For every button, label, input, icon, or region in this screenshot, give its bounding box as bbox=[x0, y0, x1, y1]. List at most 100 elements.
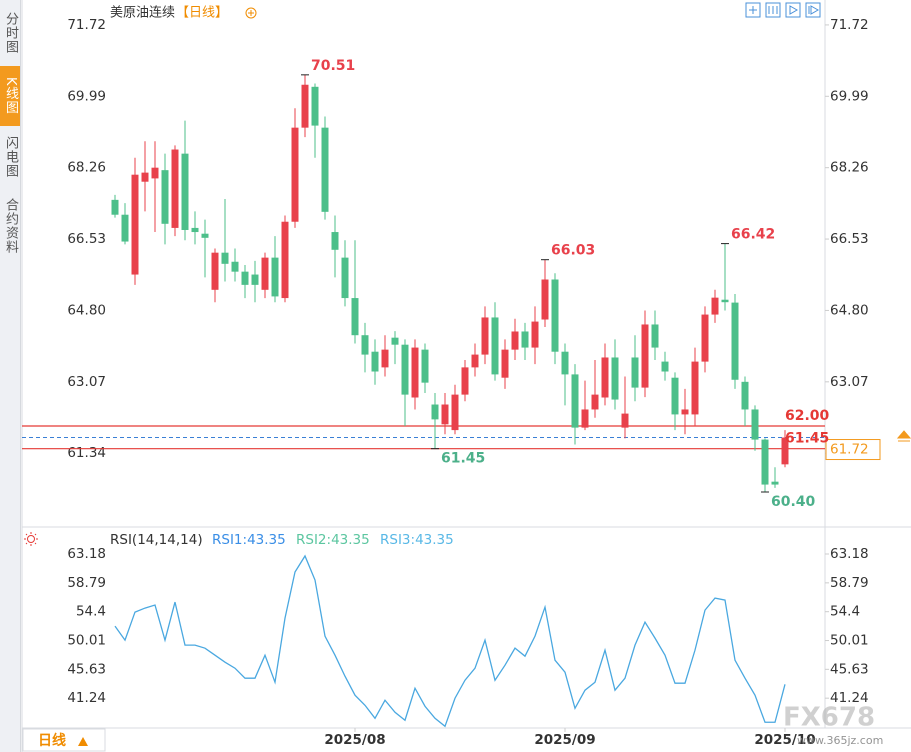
candle-body bbox=[701, 314, 709, 362]
candle-body bbox=[151, 167, 159, 179]
candle-body bbox=[401, 344, 409, 395]
y-tick-label: 64.80 bbox=[67, 302, 106, 318]
candle-body bbox=[111, 199, 119, 215]
y-tick-label: 66.53 bbox=[67, 231, 106, 247]
y-tick-label-right: 50.01 bbox=[830, 633, 869, 649]
candle-body bbox=[721, 299, 729, 303]
price-marker[interactable] bbox=[896, 430, 911, 442]
candle-body bbox=[591, 394, 599, 410]
y-tick-label: 63.18 bbox=[67, 546, 106, 562]
candle-body bbox=[781, 437, 789, 465]
candle-body bbox=[471, 354, 479, 368]
candle-body bbox=[441, 404, 449, 425]
y-tick-label: 69.99 bbox=[67, 88, 106, 104]
candle-body bbox=[661, 361, 669, 372]
tool-icon[interactable] bbox=[805, 2, 821, 18]
candle-body bbox=[311, 86, 319, 126]
y-tick-label-right: 54.4 bbox=[830, 604, 860, 620]
x-tick-label: 2025/08 bbox=[324, 732, 385, 748]
candle-body bbox=[731, 302, 739, 380]
rsi-icon bbox=[24, 532, 38, 546]
y-tick-label-right: 63.18 bbox=[830, 546, 869, 562]
period-button[interactable]: 日线 bbox=[38, 732, 66, 749]
candle-body bbox=[511, 331, 519, 350]
candle-body bbox=[431, 404, 439, 420]
candle-body bbox=[491, 317, 499, 375]
candle-body bbox=[421, 349, 429, 383]
candle-body bbox=[711, 297, 719, 315]
rsi-line bbox=[114, 554, 786, 728]
candle-body bbox=[281, 221, 289, 299]
candle-body bbox=[161, 170, 169, 224]
legend-entry: RSI1:43.35 bbox=[212, 532, 286, 548]
x-tick-label: 2025/10 bbox=[754, 732, 815, 748]
candle-body bbox=[301, 84, 309, 128]
candle-body bbox=[131, 174, 139, 275]
candle-body bbox=[601, 357, 609, 398]
candle-body bbox=[551, 279, 559, 352]
candle-body bbox=[691, 361, 699, 415]
y-tick-label-right: 64.80 bbox=[830, 302, 869, 318]
candle-body bbox=[171, 149, 179, 228]
y-tick-label-right: 71.72 bbox=[830, 17, 869, 33]
candle-body bbox=[531, 321, 539, 348]
y-tick-label: 71.72 bbox=[67, 17, 106, 33]
tool-icon[interactable] bbox=[765, 2, 781, 18]
watermark: FX678 bbox=[783, 703, 875, 733]
watermark-url: www.365jz.com bbox=[797, 734, 883, 747]
candle-body bbox=[361, 335, 369, 355]
extreme-label: 61.45 bbox=[441, 451, 485, 467]
y-tick-label: 61.34 bbox=[67, 445, 106, 461]
candle-body bbox=[181, 153, 189, 230]
candle-body bbox=[571, 374, 579, 428]
title-icon[interactable] bbox=[245, 7, 257, 19]
candle-body bbox=[251, 274, 259, 285]
candle-body bbox=[521, 331, 529, 348]
candle-body bbox=[681, 409, 689, 415]
extreme-label: 66.03 bbox=[551, 243, 595, 259]
x-tick-label: 2025/09 bbox=[534, 732, 595, 748]
tool-icon[interactable] bbox=[745, 2, 761, 18]
toolbar bbox=[745, 2, 821, 18]
candle-body bbox=[371, 351, 379, 372]
candle-body bbox=[561, 351, 569, 375]
candle-body bbox=[621, 413, 629, 428]
y-tick-label: 63.07 bbox=[67, 374, 106, 390]
extreme-label: 70.51 bbox=[311, 58, 355, 74]
candle-body bbox=[611, 357, 619, 400]
sidebar-tab[interactable]: 合约资料 bbox=[3, 198, 18, 254]
candle-body bbox=[321, 127, 329, 212]
y-tick-label-right: 69.99 bbox=[830, 88, 869, 104]
candle-body bbox=[771, 481, 779, 485]
y-tick-label: 50.01 bbox=[67, 633, 106, 649]
tool-icon[interactable] bbox=[785, 2, 801, 18]
sidebar-tab[interactable]: 分时图 bbox=[3, 12, 18, 54]
candle-body bbox=[451, 394, 459, 431]
last-price-box bbox=[825, 439, 881, 461]
y-tick-label: 68.26 bbox=[67, 160, 106, 176]
candle-body bbox=[291, 127, 299, 222]
price-line-label: 61.45 bbox=[785, 431, 829, 447]
y-tick-label-right: 63.07 bbox=[830, 374, 869, 390]
candle-body bbox=[641, 324, 649, 388]
candle-body bbox=[581, 409, 589, 428]
sidebar-tab[interactable]: K线图 bbox=[0, 66, 20, 126]
price-line-label: 62.00 bbox=[785, 408, 830, 424]
candle-body bbox=[211, 252, 219, 290]
y-tick-label: 41.24 bbox=[67, 690, 106, 706]
candle-body bbox=[341, 257, 349, 299]
y-tick-label: 45.63 bbox=[67, 661, 106, 677]
candle-body bbox=[221, 252, 229, 264]
candle-body bbox=[191, 227, 199, 233]
candle-body bbox=[391, 337, 399, 345]
extreme-label: 60.40 bbox=[771, 494, 816, 510]
candle-body bbox=[121, 214, 129, 242]
candle-body bbox=[671, 377, 679, 415]
candle-body bbox=[651, 324, 659, 348]
candle-body bbox=[761, 439, 769, 485]
candle-body bbox=[141, 172, 149, 182]
candle-body bbox=[271, 257, 279, 297]
candle-body bbox=[331, 232, 339, 250]
sidebar-tab[interactable]: 闪电图 bbox=[3, 136, 18, 178]
y-tick-label-right: 66.53 bbox=[830, 231, 869, 247]
